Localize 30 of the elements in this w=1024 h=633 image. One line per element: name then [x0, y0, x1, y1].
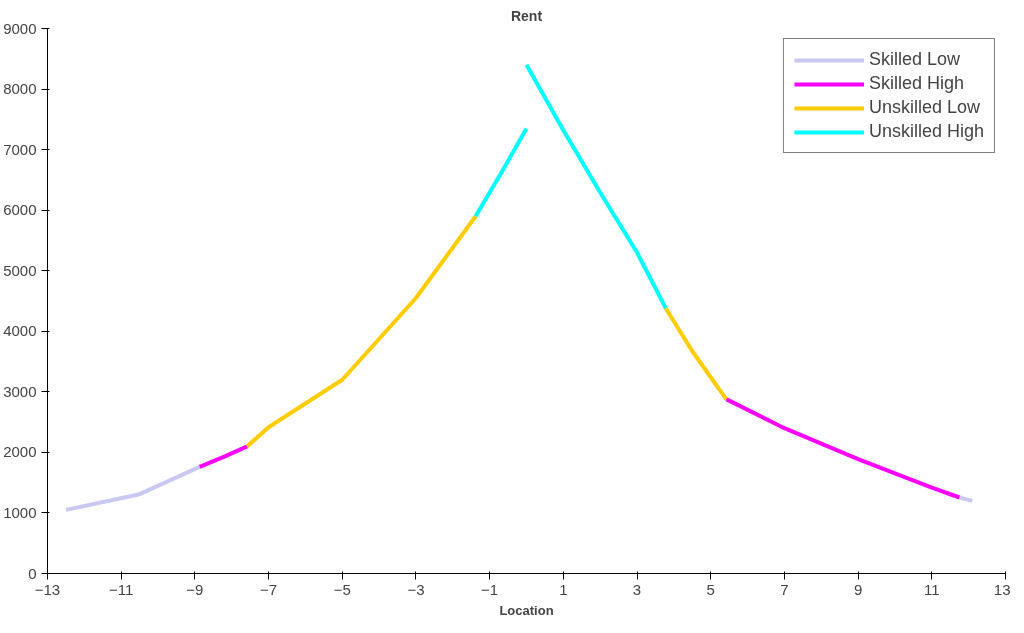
x-tick-label: −5: [333, 580, 351, 598]
x-tick-label: 11: [924, 580, 940, 598]
x-axis-title: Location: [499, 602, 554, 618]
x-tick-label: −1: [481, 580, 499, 598]
y-tick-label: 4000: [3, 322, 37, 340]
x-tick-label: −13: [34, 580, 61, 598]
y-tick-label: 2000: [3, 443, 37, 461]
y-tick-label: 7000: [3, 140, 37, 158]
legend-label: Unskilled Low: [868, 97, 980, 118]
x-tick-label: −11: [109, 580, 134, 598]
y-tick-label: 0: [28, 564, 37, 582]
y-tick-label: 5000: [3, 261, 37, 279]
y-tick-label: 6000: [3, 201, 37, 219]
x-tick-label: 9: [853, 580, 863, 598]
x-tick-label: −3: [407, 580, 425, 598]
x-tick-label: 5: [706, 580, 715, 598]
y-tick-label: 3000: [3, 382, 37, 400]
x-tick-label: 3: [632, 580, 642, 598]
x-tick-label: 1: [559, 580, 568, 598]
y-tick-label: 8000: [3, 80, 37, 98]
x-tick-label: −7: [260, 580, 278, 598]
x-tick-label: 13: [993, 580, 1011, 598]
x-tick-label: 7: [780, 580, 789, 598]
y-tick-label: 9000: [3, 19, 37, 37]
legend-label: Skilled Low: [868, 49, 960, 70]
legend-label: Unskilled High: [868, 121, 984, 142]
legend-label: Skilled High: [868, 73, 964, 94]
y-axis-title: Rent: [510, 7, 543, 24]
y-tick-label: 1000: [3, 503, 37, 521]
x-tick-label: −9: [186, 580, 204, 598]
